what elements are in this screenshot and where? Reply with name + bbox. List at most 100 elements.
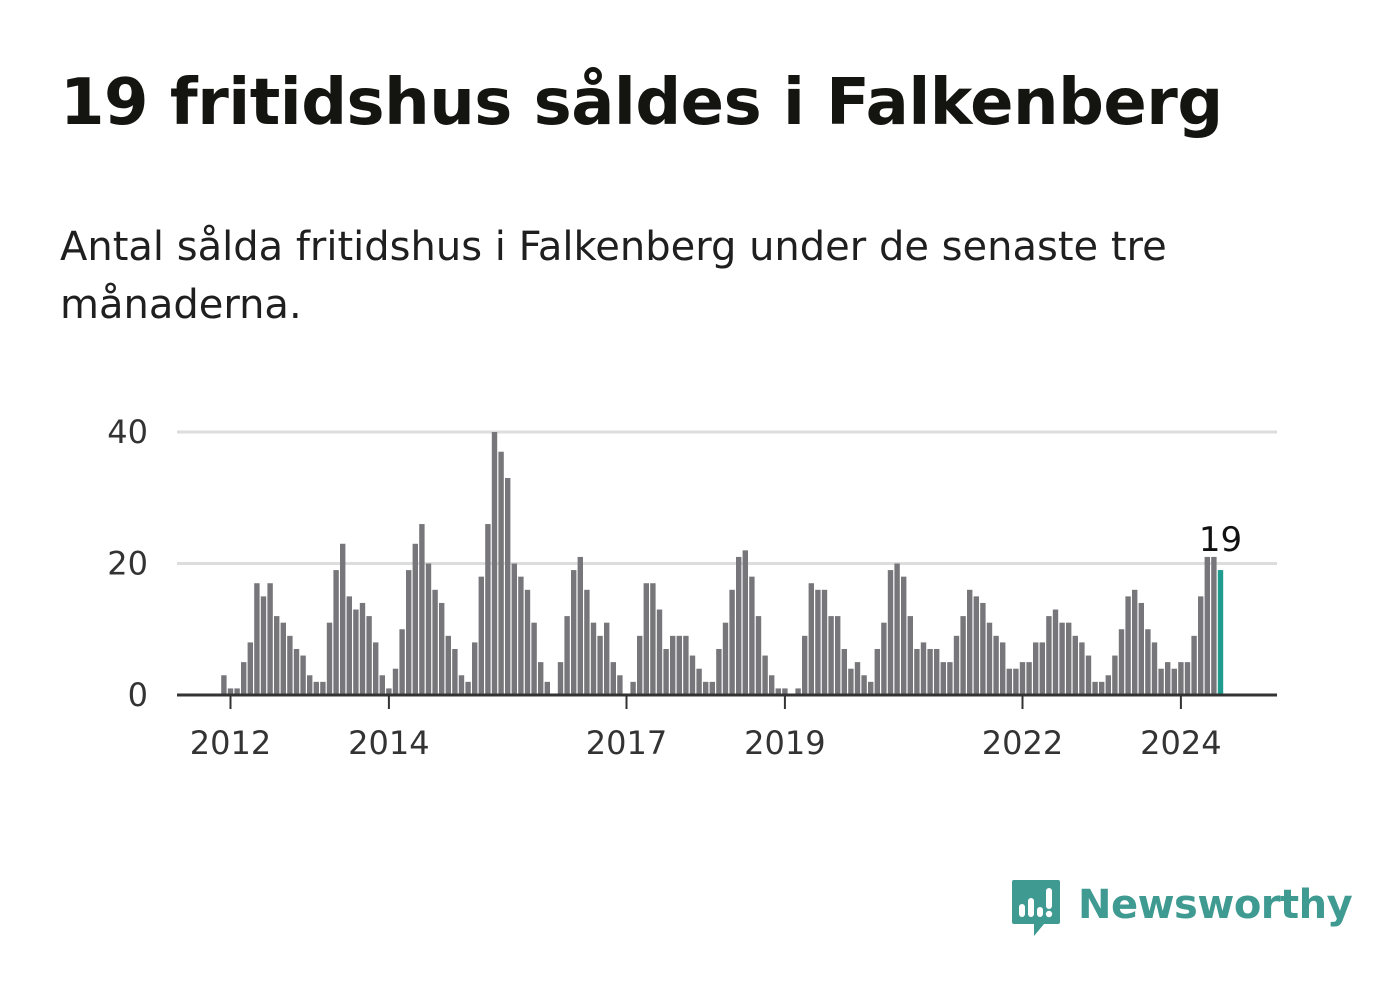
y-tick-label: 0 <box>128 676 148 714</box>
bar <box>650 583 656 695</box>
bar <box>742 550 748 695</box>
bar <box>293 648 300 695</box>
bar <box>577 556 583 695</box>
bar <box>1026 662 1032 696</box>
bar <box>531 622 537 695</box>
newsworthy-logo: Newsworthy <box>1010 878 1353 940</box>
bar <box>920 642 927 695</box>
bar <box>1006 668 1012 695</box>
bar <box>1132 589 1138 695</box>
bar <box>755 616 762 695</box>
bar <box>1191 635 1197 695</box>
x-tick-label: 2012 <box>190 724 271 762</box>
bar <box>683 635 689 695</box>
bar <box>1000 642 1006 695</box>
bar <box>1105 675 1111 695</box>
bar <box>736 556 742 695</box>
bar <box>353 609 359 695</box>
brand-name: Newsworthy <box>1078 882 1353 928</box>
bar <box>571 570 577 695</box>
bar <box>280 622 286 695</box>
chart-title: 19 fritidshus såldes i Falkenberg <box>60 66 1223 140</box>
bar <box>716 648 722 695</box>
bar <box>485 524 491 695</box>
bar <box>544 681 550 695</box>
bar <box>934 648 940 695</box>
bar <box>346 596 352 696</box>
bar <box>914 648 920 695</box>
bar <box>1211 556 1217 695</box>
bar <box>313 681 319 695</box>
bar <box>1059 622 1065 695</box>
bar <box>854 662 861 696</box>
last-value-label: 19 <box>1199 520 1242 560</box>
bar <box>604 622 610 695</box>
bar <box>1099 681 1105 695</box>
bar <box>320 681 326 695</box>
bar <box>505 478 511 695</box>
bar <box>590 622 597 695</box>
bar <box>584 589 590 695</box>
bar <box>373 642 379 695</box>
bar <box>696 668 702 695</box>
bar <box>1178 662 1184 696</box>
bar <box>241 662 247 696</box>
bar <box>980 602 986 695</box>
bar <box>1085 655 1092 695</box>
bar <box>967 589 973 695</box>
bar <box>1052 609 1059 695</box>
bar <box>1039 642 1045 695</box>
bar-latest <box>1217 570 1224 695</box>
bar <box>359 602 366 695</box>
bars <box>221 432 1224 696</box>
x-tick-label: 2024 <box>1140 724 1221 762</box>
newsworthy-logo-icon <box>1012 880 1060 936</box>
bar <box>326 622 333 695</box>
bar <box>1138 602 1144 695</box>
bar <box>835 616 841 695</box>
bar <box>630 681 636 695</box>
bar <box>564 616 570 695</box>
bar <box>445 635 451 695</box>
bar <box>1204 556 1210 695</box>
bar <box>1079 642 1085 695</box>
bar <box>1092 681 1098 695</box>
bar <box>769 675 775 695</box>
bar <box>1145 629 1151 695</box>
bar <box>287 635 293 695</box>
bar <box>1072 635 1078 695</box>
bar <box>1125 596 1131 696</box>
bar <box>993 635 999 695</box>
bar <box>379 675 385 695</box>
bar <box>254 583 260 695</box>
bar <box>439 602 445 695</box>
bar <box>1019 662 1026 696</box>
bar <box>247 642 253 695</box>
bar <box>498 451 504 695</box>
bar <box>887 570 894 695</box>
bar <box>1046 616 1052 695</box>
bar <box>749 576 755 695</box>
bar <box>234 688 240 695</box>
bar <box>478 576 484 695</box>
bar <box>366 616 372 695</box>
bar <box>703 681 709 695</box>
bar <box>1158 668 1164 695</box>
bar <box>491 432 498 695</box>
bar <box>1184 662 1191 696</box>
bar <box>663 648 669 695</box>
bar <box>894 563 900 695</box>
bar <box>828 616 834 695</box>
bar <box>511 563 517 695</box>
x-tick-label: 2022 <box>982 724 1063 762</box>
bar <box>670 635 676 695</box>
bar <box>392 668 399 695</box>
bar <box>300 655 306 695</box>
bar <box>1151 642 1158 695</box>
bar <box>267 583 273 695</box>
bar <box>927 648 933 695</box>
bar <box>617 675 623 695</box>
bar <box>782 688 788 695</box>
bar <box>722 622 729 695</box>
